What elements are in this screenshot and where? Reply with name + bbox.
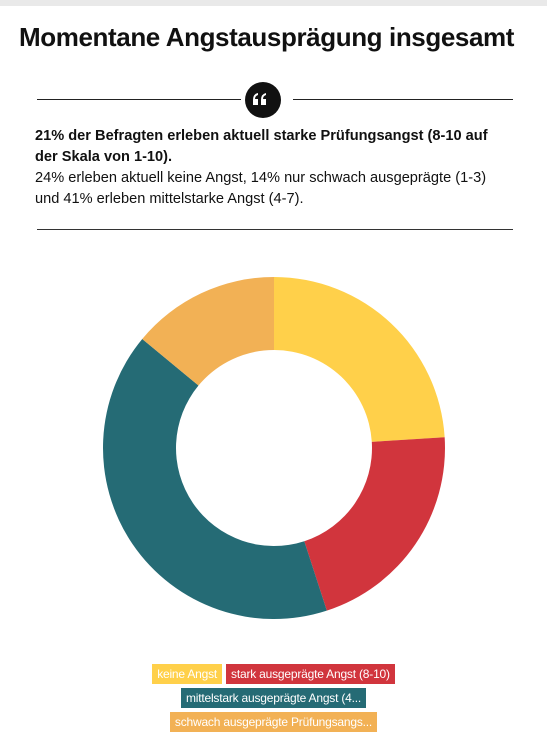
legend-row: schwach ausgeprägte Prüfungsangs... [0, 712, 547, 732]
quote-icon [245, 82, 281, 118]
divider-right [293, 99, 513, 100]
legend-item-2[interactable]: mittelstark ausgeprägte Angst (4... [180, 688, 367, 708]
intro-normal-text: 24% erleben aktuell keine Angst, 14% nur… [35, 170, 487, 207]
donut-slice-2[interactable] [103, 339, 327, 619]
top-bar [0, 0, 547, 6]
divider-bottom [37, 229, 513, 230]
legend-item-1[interactable]: stark ausgeprägte Angst (8-10) [226, 664, 395, 684]
donut-slice-0[interactable] [274, 277, 445, 442]
legend-row: keine Angst stark ausgeprägte Angst (8-10… [0, 664, 547, 684]
chart-title: Momentane Angstausprägung insgesamt [19, 22, 514, 52]
legend-item-0[interactable]: keine Angst [152, 664, 223, 684]
chart-legend: keine Angst stark ausgeprägte Angst (8-10… [0, 664, 547, 736]
intro-bold-text: 21% der Befragten erleben aktuell starke… [35, 128, 488, 165]
legend-row: mittelstark ausgeprägte Angst (4... [0, 688, 547, 708]
legend-item-3[interactable]: schwach ausgeprägte Prüfungsangs... [169, 712, 378, 732]
donut-slice-3[interactable] [142, 277, 274, 386]
donut-slice-1[interactable] [304, 437, 445, 611]
donut-chart [103, 277, 445, 619]
divider-left [37, 99, 241, 100]
intro-text: 21% der Befragten erleben aktuell starke… [35, 126, 505, 210]
